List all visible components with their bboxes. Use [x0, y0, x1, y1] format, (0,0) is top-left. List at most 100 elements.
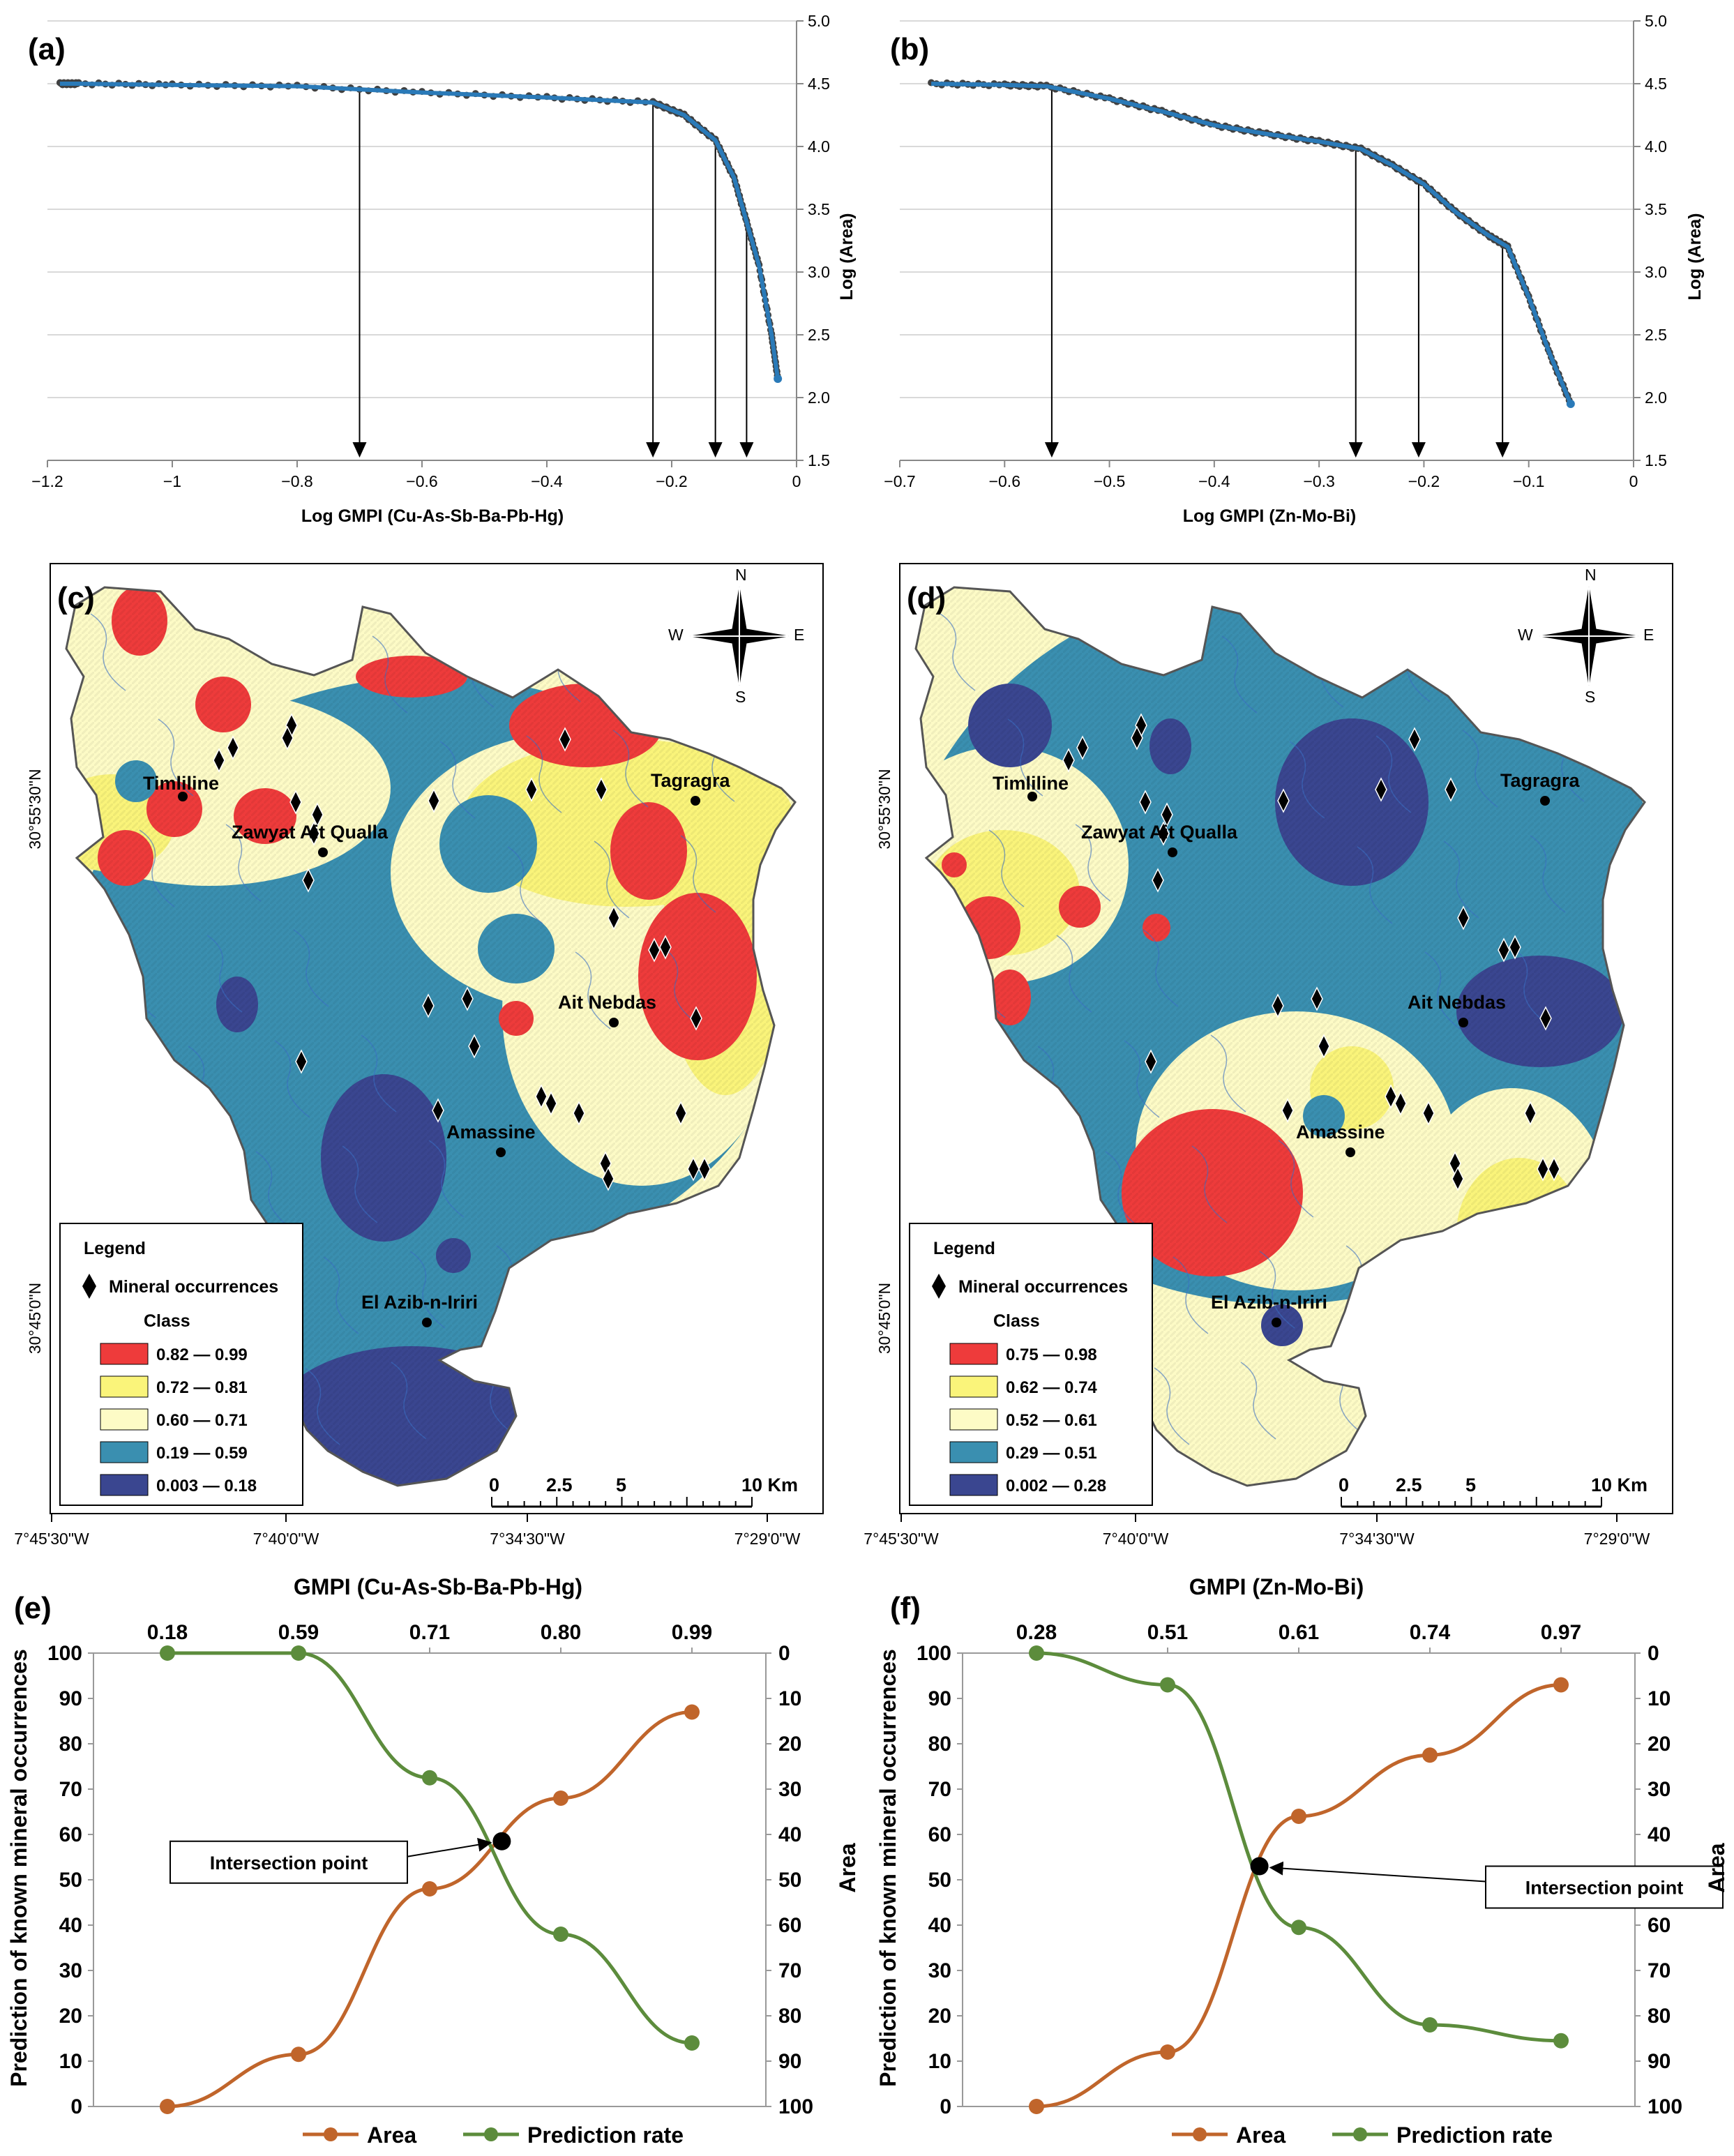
- left-tick-label: 10: [59, 2050, 82, 2073]
- panel-d-map: Timliline Zawyat Ait Qualla Tagragra Ait Ne…: [864, 563, 1673, 1548]
- right-tick-label: 50: [778, 1869, 801, 1892]
- town-marker: [1168, 847, 1177, 857]
- compass-w: W: [1518, 626, 1533, 644]
- mineral-occurrence: [1537, 1156, 1549, 1182]
- right-tick-label: 20: [1648, 1733, 1671, 1756]
- legend-prediction-marker: [484, 2127, 498, 2141]
- legend-area-label: Area: [1236, 2123, 1286, 2148]
- town-marker: [609, 1018, 619, 1027]
- scale-label: 2.5: [546, 1475, 573, 1495]
- left-tick-label: 40: [928, 1914, 951, 1937]
- mineral-occurrence: [1408, 727, 1421, 752]
- scale-label: 5: [1465, 1475, 1476, 1495]
- mineral-occurrence: [227, 735, 239, 760]
- legend-class-label: 0.62 — 0.74: [1006, 1378, 1097, 1397]
- legend-swatch: [949, 1441, 998, 1463]
- legend-box: [59, 1223, 303, 1506]
- mineral-occurrence: [690, 1006, 702, 1031]
- right-tick-label: 30: [778, 1778, 801, 1801]
- right-tick-label: 0: [1648, 1642, 1659, 1665]
- left-tick-label: 100: [47, 1642, 82, 1665]
- panel-a-ylabel: Log (Area): [837, 213, 857, 301]
- scale-label: 10 Km: [1591, 1475, 1648, 1495]
- left-tick-label: 0: [940, 2095, 951, 2118]
- area-point: [1029, 2099, 1044, 2114]
- top-tick-label: 0.61: [1279, 1621, 1319, 1644]
- legend-swatch: [949, 1474, 998, 1496]
- lon-label: 7°29'0"W: [1584, 1530, 1650, 1548]
- left-tick-label: 20: [928, 2005, 951, 2028]
- breakpoint-arrow: [1044, 442, 1059, 458]
- town-label: Zawyat Ait Qualla: [1081, 822, 1238, 843]
- lon-label: 7°40'0"W: [1103, 1530, 1169, 1548]
- top-tick-label: 0.99: [672, 1621, 712, 1644]
- right-tick-label: 10: [778, 1687, 801, 1710]
- town-label: Ait Nebdas: [558, 992, 656, 1013]
- y-tick-label: 4.5: [808, 75, 830, 93]
- x-tick-label: −1: [163, 472, 181, 490]
- panel-a-xlabel: Log GMPI (Cu-As-Sb-Ba-Pb-Hg): [301, 506, 564, 526]
- prediction-point: [1160, 1677, 1175, 1693]
- right-tick-label: 90: [1648, 2050, 1671, 2073]
- legend-swatch: [100, 1441, 149, 1463]
- legend-occurrence-symbol: [82, 1274, 96, 1299]
- mineral-occurrence: [1139, 790, 1152, 815]
- mineral-occurrence: [602, 1166, 615, 1191]
- mineral-occurrence: [659, 935, 672, 960]
- top-tick-label: 0.71: [409, 1621, 450, 1644]
- left-tick-label: 60: [59, 1823, 82, 1846]
- panel-d-legend: Legend Mineral occurrences Class 0.75 — 0.9…: [909, 1223, 1153, 1506]
- left-tick-label: 20: [59, 2005, 82, 2028]
- prediction-point: [1029, 1645, 1044, 1661]
- lat-label: 30°45'0"N: [26, 1283, 44, 1354]
- left-tick-label: 100: [917, 1642, 951, 1665]
- compass-s: S: [735, 688, 746, 706]
- scale-label: 2.5: [1396, 1475, 1422, 1495]
- mineral-occurrence: [698, 1156, 711, 1182]
- left-tick-label: 30: [59, 1959, 82, 1982]
- x-tick-label: 0: [792, 472, 801, 490]
- panel-f-label: (f): [890, 1591, 921, 1625]
- legend-swatch: [949, 1408, 998, 1431]
- lon-label: 7°45'30"W: [14, 1530, 89, 1548]
- mineral-occurrence: [1394, 1091, 1407, 1116]
- right-tick-label: 70: [1648, 1959, 1671, 1982]
- x-tick-label: −0.3: [1303, 472, 1334, 490]
- mineral-occurrence: [648, 937, 661, 963]
- mineral-occurrence: [525, 777, 538, 802]
- right-tick-label: 60: [778, 1914, 801, 1937]
- right-tick-label: 10: [1648, 1687, 1671, 1710]
- breakpoint-arrow: [646, 442, 661, 458]
- x-tick-label: −0.8: [281, 472, 312, 490]
- legend-title: Legend: [933, 1239, 995, 1258]
- prediction-point: [1291, 1920, 1306, 1936]
- legend-area-marker: [324, 2127, 338, 2141]
- left-tick-label: 60: [928, 1823, 951, 1846]
- mineral-occurrence: [308, 821, 320, 846]
- panel-c-map: Timliline Zawyat Ait Qualla Tagragra Ait Ne…: [14, 563, 824, 1548]
- lon-label: 7°34'30"W: [490, 1530, 565, 1548]
- lon-label: 7°45'30"W: [864, 1530, 939, 1548]
- mineral-occurrence: [1509, 935, 1521, 960]
- legend-swatch: [100, 1375, 149, 1398]
- right-tick-label: 80: [778, 2005, 801, 2028]
- mineral-occurrence: [468, 1034, 481, 1059]
- prediction-point: [422, 1770, 437, 1786]
- mineral-occurrence: [1548, 1156, 1560, 1182]
- left-tick-label: 0: [70, 2095, 82, 2118]
- town-marker: [496, 1147, 506, 1157]
- x-tick-label: 0: [1629, 472, 1638, 490]
- panel-f-left-ylabel: Prediction of known mineral occurrences: [875, 1649, 900, 2087]
- top-tick-label: 0.80: [541, 1621, 581, 1644]
- town-label: Timliline: [993, 773, 1069, 794]
- top-tick-label: 0.51: [1147, 1621, 1188, 1644]
- mineral-occurrence: [1311, 986, 1323, 1011]
- legend-class-label: 0.82 — 0.99: [156, 1345, 248, 1364]
- lat-label: 30°55'30"N: [875, 769, 894, 849]
- mineral-occurrence: [428, 788, 440, 813]
- x-tick-label: −0.6: [406, 472, 437, 490]
- prediction-point: [553, 1927, 568, 1942]
- x-tick-label: −0.7: [884, 472, 915, 490]
- mineral-occurrence: [1539, 1006, 1552, 1031]
- town-label: Amassine: [1296, 1122, 1385, 1143]
